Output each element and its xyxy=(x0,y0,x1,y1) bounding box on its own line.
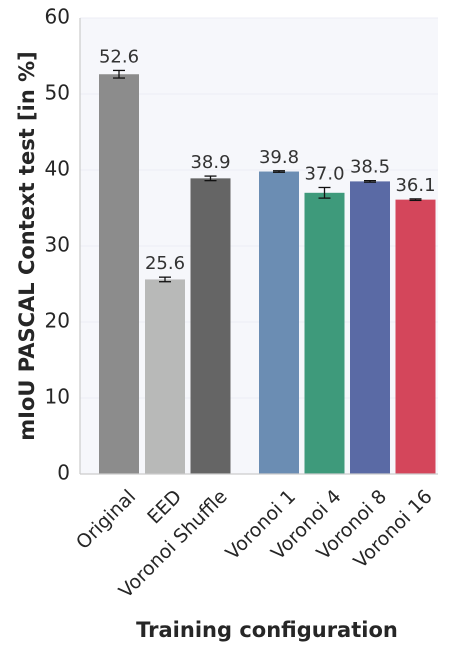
bar-voronoi-8 xyxy=(350,181,390,474)
bar-eed xyxy=(145,279,185,474)
data-label-voronoi-4: 37.0 xyxy=(304,163,344,184)
y-tick-label-10: 10 xyxy=(45,385,70,409)
data-label-voronoi-1: 39.8 xyxy=(259,147,299,168)
bar-voronoi-4 xyxy=(304,192,345,475)
y-tick-label-0: 0 xyxy=(57,461,70,485)
y-ticks: 0 10 20 30 40 50 60 xyxy=(45,5,70,485)
bar-voronoi-1 xyxy=(259,171,299,474)
y-tick-label-30: 30 xyxy=(45,233,70,257)
bar-voronoi-shuffle xyxy=(190,178,231,475)
y-tick-label-20: 20 xyxy=(45,309,70,333)
y-tick-label-40: 40 xyxy=(45,157,70,181)
bar-original xyxy=(99,74,139,475)
bar-voronoi-16 xyxy=(395,199,436,474)
data-label-eed: 25.6 xyxy=(145,253,185,274)
y-axis-title: mIoU PASCAL Context test [in %] xyxy=(15,51,39,440)
x-axis-title: Training configuration xyxy=(136,618,398,642)
x-tick-label-original: Original xyxy=(72,486,140,554)
data-label-voronoi-8: 38.5 xyxy=(350,157,390,178)
data-label-original: 52.6 xyxy=(99,46,139,67)
data-label-voronoi-shuffle: 38.9 xyxy=(190,152,230,173)
data-label-voronoi-16: 36.1 xyxy=(395,175,435,196)
y-tick-label-50: 50 xyxy=(45,81,70,105)
bars: 52.6 25.6 38.9 39.837.0 38.536.1 xyxy=(99,46,436,475)
y-tick-label-60: 60 xyxy=(45,5,70,29)
